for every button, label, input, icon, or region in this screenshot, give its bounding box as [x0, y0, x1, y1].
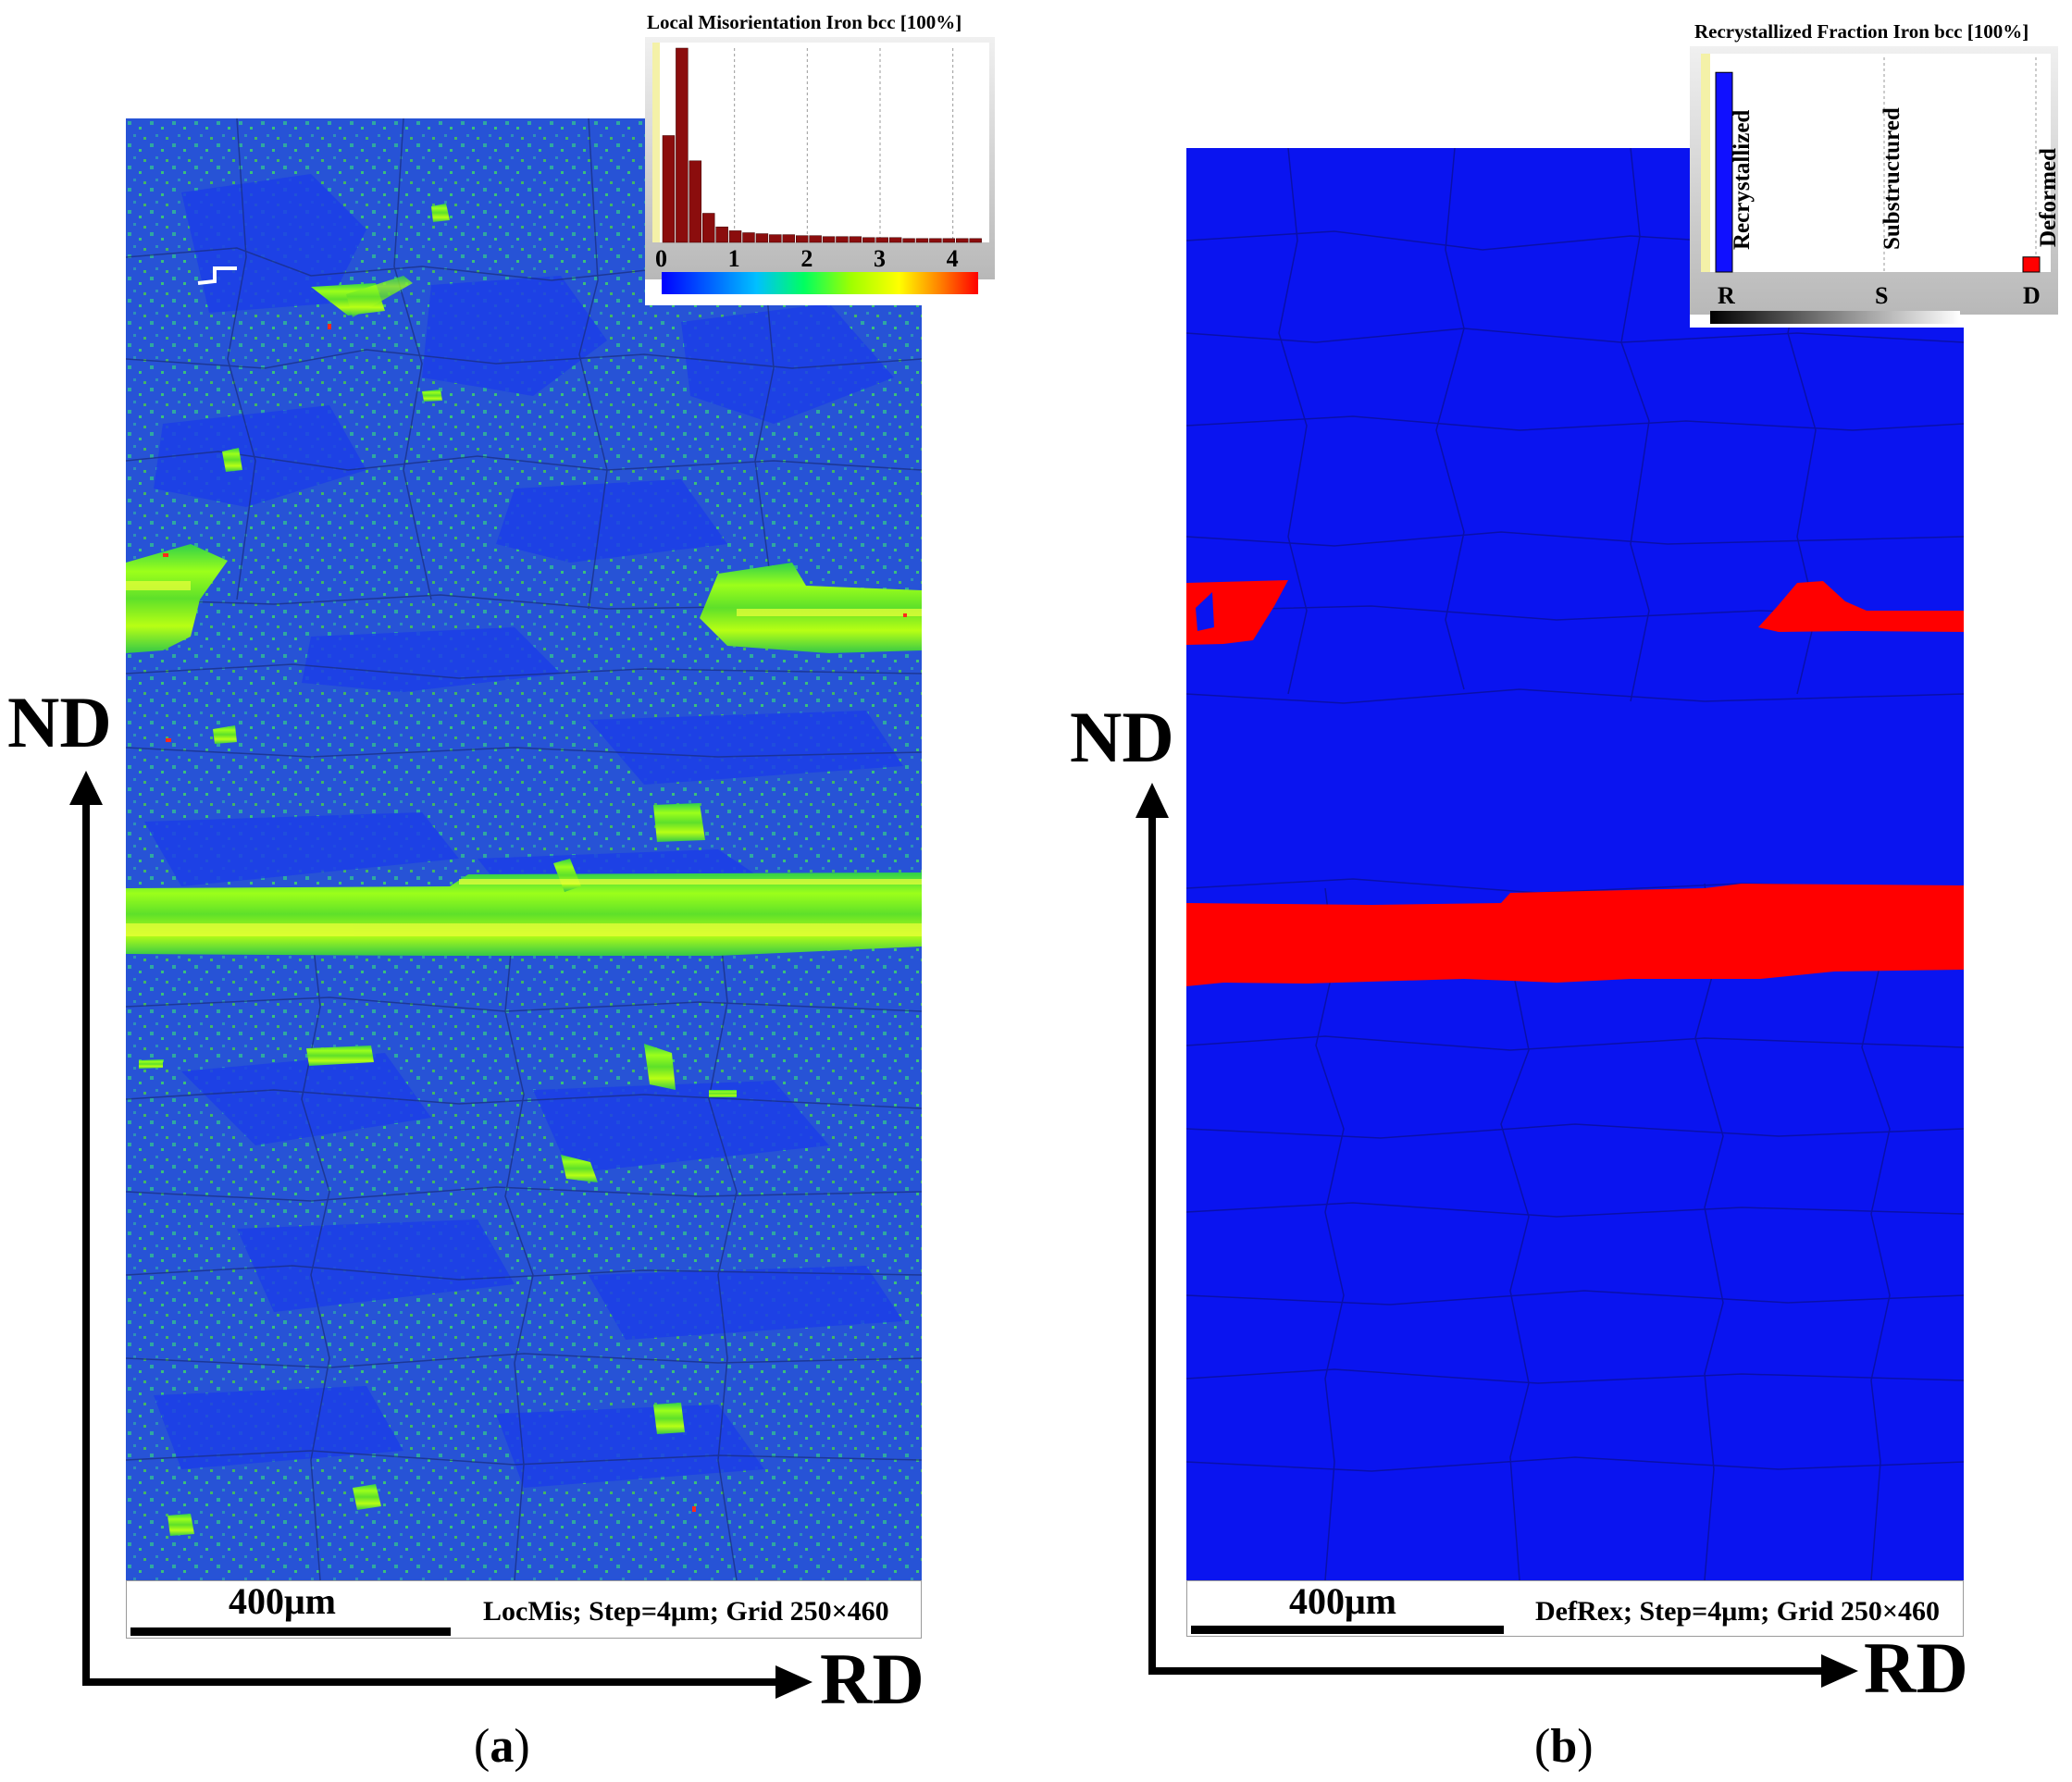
tick-label: 1	[728, 245, 740, 272]
axis-label-nd: ND	[7, 682, 112, 762]
histogram-bar	[929, 238, 942, 243]
tick-r: R	[1718, 282, 1735, 309]
histogram-bar	[662, 135, 676, 243]
axes-arrows-a	[69, 771, 813, 1699]
histogram-bar	[875, 237, 888, 243]
category-label-deformed: Deformed	[2036, 148, 2060, 247]
fraction-bar-deformed	[2022, 256, 2041, 273]
histogram-bar	[769, 234, 782, 243]
map-label: LocMis; Step=4μm; Grid 250×460	[483, 1596, 889, 1627]
histogram-bar	[969, 238, 982, 243]
caption-b: (b)	[1534, 1720, 1594, 1773]
defrex-map	[1186, 148, 1964, 1580]
fraction-bar-recrystallized	[1715, 71, 1733, 273]
axis-label-nd: ND	[1070, 697, 1174, 777]
caption-letter: a	[490, 1720, 515, 1773]
histogram-bar	[782, 234, 795, 243]
histogram-bar	[676, 47, 689, 243]
axis-label-rd: RD	[820, 1639, 924, 1719]
histogram-bar	[809, 235, 822, 243]
inset-title: Recrystallized Fraction Iron bcc [100%]	[1694, 20, 2029, 43]
tick-s: S	[1875, 282, 1888, 309]
scale-bar	[130, 1627, 451, 1636]
scale-bar-label: 400μm	[1289, 1580, 1396, 1622]
inset-title: Local Misorientation Iron bcc [100%]	[647, 11, 962, 33]
locmis-info-bar: 400μm LocMis; Step=4μm; Grid 250×460	[126, 1580, 922, 1639]
defrex-fraction-inset: Recrystallized Fraction Iron bcc [100%] …	[1690, 20, 2060, 328]
defrex-info-bar: 400μm DefRex; Step=4μm; Grid 250×460	[1186, 1580, 1964, 1637]
histogram-bar	[742, 232, 755, 243]
histogram-bar	[689, 160, 702, 243]
scale-bar-label: 400μm	[229, 1580, 336, 1622]
histogram-bar	[862, 237, 875, 243]
locmis-map	[126, 118, 922, 1580]
map-label: DefRex; Step=4μm; Grid 250×460	[1535, 1596, 1940, 1627]
histogram-bar	[942, 238, 956, 243]
locmis-histogram-inset: Local Misorientation Iron bcc [100%] 0 1 2…	[645, 11, 997, 305]
tick-label: 4	[947, 245, 959, 272]
tick-label: 3	[874, 245, 886, 272]
histogram-bar	[849, 236, 862, 243]
histogram-bar	[915, 238, 929, 243]
tick-d: D	[2023, 282, 2041, 309]
tick-label: 2	[800, 245, 813, 272]
histogram-bar	[715, 226, 728, 243]
axes-arrows-b	[1135, 783, 1858, 1688]
scale-bar	[1191, 1626, 1504, 1634]
category-label-recrystallized: Recrystallized	[1730, 110, 1755, 250]
category-label-substructured: Substructured	[1880, 107, 1905, 250]
histogram-bar	[836, 236, 849, 243]
caption-a: (a)	[474, 1720, 530, 1773]
histogram-bar	[795, 235, 809, 243]
tick-label: 0	[655, 245, 667, 272]
histogram-bar	[888, 237, 902, 243]
histogram-bar	[755, 233, 769, 243]
axis-label-rd: RD	[1864, 1627, 1968, 1708]
histogram-bar	[728, 230, 742, 243]
color-scale	[662, 272, 978, 294]
histogram-bar	[956, 238, 969, 243]
caption-letter: b	[1550, 1720, 1578, 1773]
histogram-bar	[702, 213, 715, 243]
histogram-bar	[822, 236, 836, 243]
histogram-bar	[902, 238, 915, 243]
greyscale-bar	[1710, 311, 1960, 324]
